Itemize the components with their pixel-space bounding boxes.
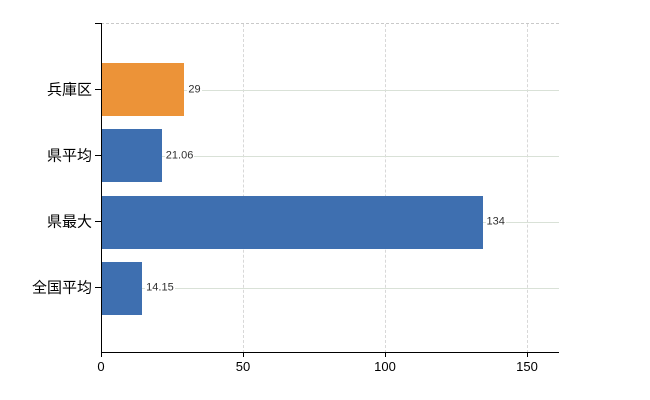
bar-value-label: 29 xyxy=(187,83,202,97)
bar xyxy=(102,63,185,117)
category-label: 全国平均 xyxy=(31,279,92,297)
category-label: 県最大 xyxy=(46,213,92,231)
gridline-horizontal xyxy=(101,89,559,91)
gridline-vertical xyxy=(527,24,528,353)
x-axis-tick-label: 0 xyxy=(97,359,105,374)
gridline-vertical xyxy=(243,24,244,353)
y-axis-tick xyxy=(95,221,101,223)
bar xyxy=(102,129,162,183)
gridline-horizontal xyxy=(101,288,559,290)
bar-value-label: 134 xyxy=(485,215,506,229)
x-axis-tick xyxy=(527,353,528,357)
bar xyxy=(102,195,483,249)
x-axis-tick-label: 150 xyxy=(516,359,538,374)
x-axis-tick xyxy=(243,353,244,357)
gridline-vertical xyxy=(385,24,386,353)
y-axis-top-tick xyxy=(95,23,101,24)
bar-value-label: 14.15 xyxy=(145,281,175,295)
y-axis-tick xyxy=(95,154,101,156)
category-label: 県平均 xyxy=(46,147,92,165)
x-axis-line xyxy=(101,352,559,353)
bar xyxy=(102,261,143,315)
category-label: 兵庫区 xyxy=(46,81,92,99)
y-axis-tick xyxy=(95,88,101,90)
y-axis-tick xyxy=(95,287,101,289)
x-axis-tick xyxy=(101,353,102,357)
bar-value-label: 21.06 xyxy=(164,149,195,163)
y-axis-line xyxy=(101,23,102,353)
x-axis-tick-label: 100 xyxy=(374,359,396,374)
plot-area: 29 21.06 134 14.15 xyxy=(101,23,559,353)
x-axis-tick xyxy=(385,353,386,357)
x-axis-tick-label: 50 xyxy=(235,359,251,374)
gridline-horizontal xyxy=(101,155,559,157)
